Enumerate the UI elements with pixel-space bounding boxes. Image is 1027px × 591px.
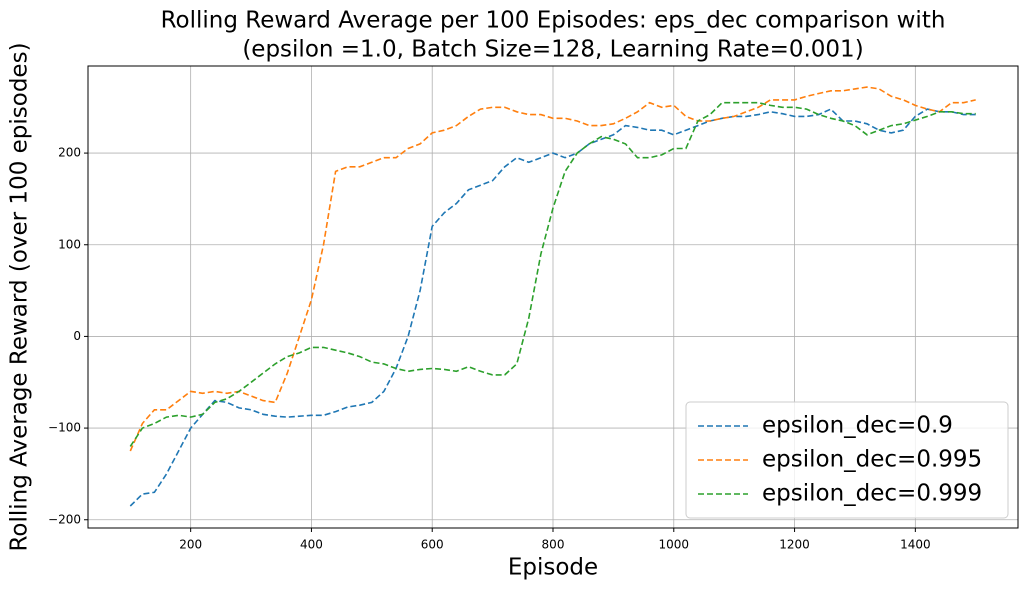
line-series [129,86,976,452]
x-tick-label: 1000 [659,538,690,552]
y-tick-label: 100 [58,237,81,251]
chart-title: (epsilon =1.0, Batch Size=128, Learning … [242,37,863,63]
x-tick-label: 800 [542,538,565,552]
x-axis-label: Episode [508,555,598,581]
legend-label: epsilon_dec=0.995 [762,447,982,473]
x-tick-label: 600 [421,538,444,552]
plot-frame [87,65,1019,529]
x-tick-label: 1400 [900,538,931,552]
legend-box [685,401,1009,519]
y-tick-label: 200 [58,146,81,160]
chart-title: Rolling Reward Average per 100 Episodes:… [161,8,946,34]
line-series [129,101,976,447]
y-tick-label: −100 [48,421,81,435]
x-tick-label: 1200 [779,538,810,552]
x-tick-label: 400 [300,538,323,552]
x-tick-label: 200 [179,538,202,552]
y-tick-label: 0 [73,329,81,343]
legend-label: epsilon_dec=0.9 [762,413,953,439]
legend-label: epsilon_dec=0.999 [762,481,982,507]
y-tick-label: −200 [48,512,81,526]
y-axis-label: Rolling Average Reward (over 100 episode… [7,42,33,551]
line-series [129,108,976,507]
